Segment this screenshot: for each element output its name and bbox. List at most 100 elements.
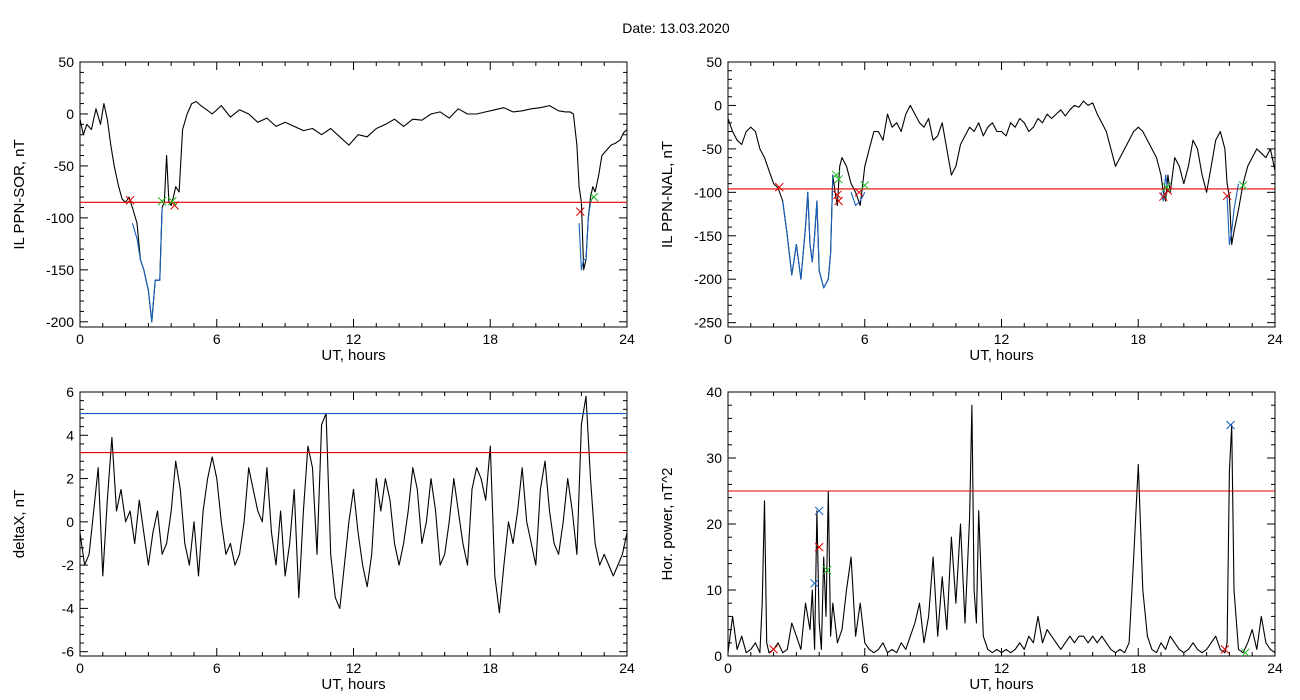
y-tick-label: 50 — [706, 54, 722, 70]
plot-frame — [727, 61, 1276, 328]
x-tick-label: 0 — [76, 331, 84, 347]
x-tick-label: 12 — [994, 331, 1010, 347]
x-axis-label: UT, hours — [969, 347, 1033, 364]
y-tick-label: 0 — [66, 106, 74, 122]
y-tick-label: -4 — [62, 600, 75, 616]
plot-frame — [79, 391, 628, 657]
y-tick-label: 6 — [66, 384, 74, 400]
event-marker — [814, 506, 824, 516]
x-tick-label: 18 — [1130, 660, 1146, 676]
chart-panel-hor-power: 0 6 12 18 24 0 10 20 30 40 UT, hours Hor. power, nT… — [659, 384, 1283, 693]
y-axis-label: IL PPN-NAL, nT — [659, 141, 676, 248]
x-tick-label: 12 — [346, 331, 362, 347]
series-line-4 — [1226, 183, 1240, 246]
y-tick-label: 10 — [706, 582, 722, 598]
y-tick-label: 0 — [714, 648, 722, 664]
y-tick-label: -100 — [694, 184, 722, 200]
x-tick-label: 24 — [619, 331, 635, 347]
y-tick-label: 4 — [66, 427, 74, 443]
chart-panel-ppn-sor: 0 6 12 18 24 -200 -150 -100 -50 0 50 UT, hours IL PP… — [11, 54, 635, 364]
y-tick-label: -200 — [694, 271, 722, 287]
event-marker — [1238, 181, 1248, 190]
event-marker — [125, 195, 135, 205]
series-line-2 — [850, 192, 866, 206]
x-tick-label: 0 — [724, 660, 732, 676]
event-marker — [831, 170, 841, 180]
event-marker — [814, 542, 824, 552]
y-tick-label: -50 — [702, 141, 722, 157]
event-marker — [589, 192, 599, 202]
y-tick-label: -2 — [62, 557, 75, 573]
y-tick-label: -100 — [46, 210, 74, 226]
x-tick-label: 24 — [1267, 331, 1283, 347]
y-tick-label: 20 — [706, 516, 722, 532]
series-line-0 — [728, 404, 1275, 654]
plot-area — [728, 404, 1275, 656]
event-marker — [1220, 645, 1230, 654]
x-tick-label: 6 — [861, 660, 869, 676]
event-marker — [167, 196, 177, 206]
figure-title: Date: 13.03.2020 — [622, 20, 730, 36]
x-tick-label: 18 — [482, 660, 498, 676]
y-tick-label: 30 — [706, 450, 722, 466]
series-line-0 — [80, 100, 627, 323]
plot-area — [80, 395, 627, 614]
plot-frame — [79, 61, 628, 328]
event-marker — [769, 645, 778, 654]
x-axis-label: UT, hours — [321, 676, 385, 693]
chart-panel-ppn-nal: 0 6 12 18 24 -250 -200 -150 -100 -50 0 50 UT, hours I… — [659, 54, 1283, 364]
event-marker — [1241, 648, 1250, 656]
y-axis-label: deltaX, nT — [11, 490, 28, 558]
x-tick-label: 24 — [619, 660, 635, 676]
event-marker — [774, 182, 784, 192]
y-tick-label: -200 — [46, 314, 74, 330]
event-marker — [810, 579, 819, 588]
event-marker — [1162, 182, 1172, 192]
event-marker — [170, 201, 179, 210]
event-marker — [1226, 420, 1235, 430]
series-line-1 — [782, 174, 834, 289]
y-tick-label: 50 — [58, 54, 74, 70]
event-marker — [157, 196, 167, 206]
x-axis-label: UT, hours — [321, 347, 385, 364]
series-line-0 — [80, 395, 627, 614]
y-tick-label: -150 — [46, 262, 74, 278]
series-line-1 — [131, 207, 163, 323]
x-tick-label: 6 — [861, 331, 869, 347]
event-marker — [822, 565, 832, 575]
x-tick-label: 18 — [1130, 331, 1146, 347]
plot-frame — [727, 391, 1276, 657]
x-tick-label: 18 — [482, 331, 498, 347]
event-marker — [834, 196, 843, 206]
event-marker — [1158, 192, 1168, 202]
x-tick-label: 6 — [213, 660, 221, 676]
y-tick-label: -250 — [694, 315, 722, 331]
series-line-3 — [1160, 174, 1169, 202]
y-tick-label: -150 — [694, 228, 722, 244]
y-tick-label: 2 — [66, 471, 74, 487]
x-tick-label: 0 — [76, 660, 84, 676]
y-tick-label: 0 — [66, 514, 74, 530]
y-tick-label: -50 — [54, 158, 74, 174]
event-marker — [1163, 186, 1173, 195]
event-marker — [854, 187, 864, 197]
event-marker — [860, 181, 870, 190]
x-tick-label: 0 — [724, 331, 732, 347]
event-marker — [575, 207, 585, 217]
x-tick-label: 24 — [1267, 660, 1283, 676]
x-tick-label: 12 — [994, 660, 1010, 676]
event-marker — [834, 174, 843, 184]
x-axis-label: UT, hours — [969, 676, 1033, 693]
event-marker — [1222, 191, 1232, 201]
y-tick-label: 40 — [706, 384, 722, 400]
y-tick-label: 0 — [714, 97, 722, 113]
series-line-0 — [728, 100, 1275, 289]
plot-area — [728, 100, 1275, 289]
x-tick-label: 12 — [346, 660, 362, 676]
y-axis-label: Hor. power, nT^2 — [659, 468, 676, 581]
x-tick-label: 6 — [213, 331, 221, 347]
y-tick-label: -6 — [62, 644, 75, 660]
plot-area — [80, 100, 627, 323]
